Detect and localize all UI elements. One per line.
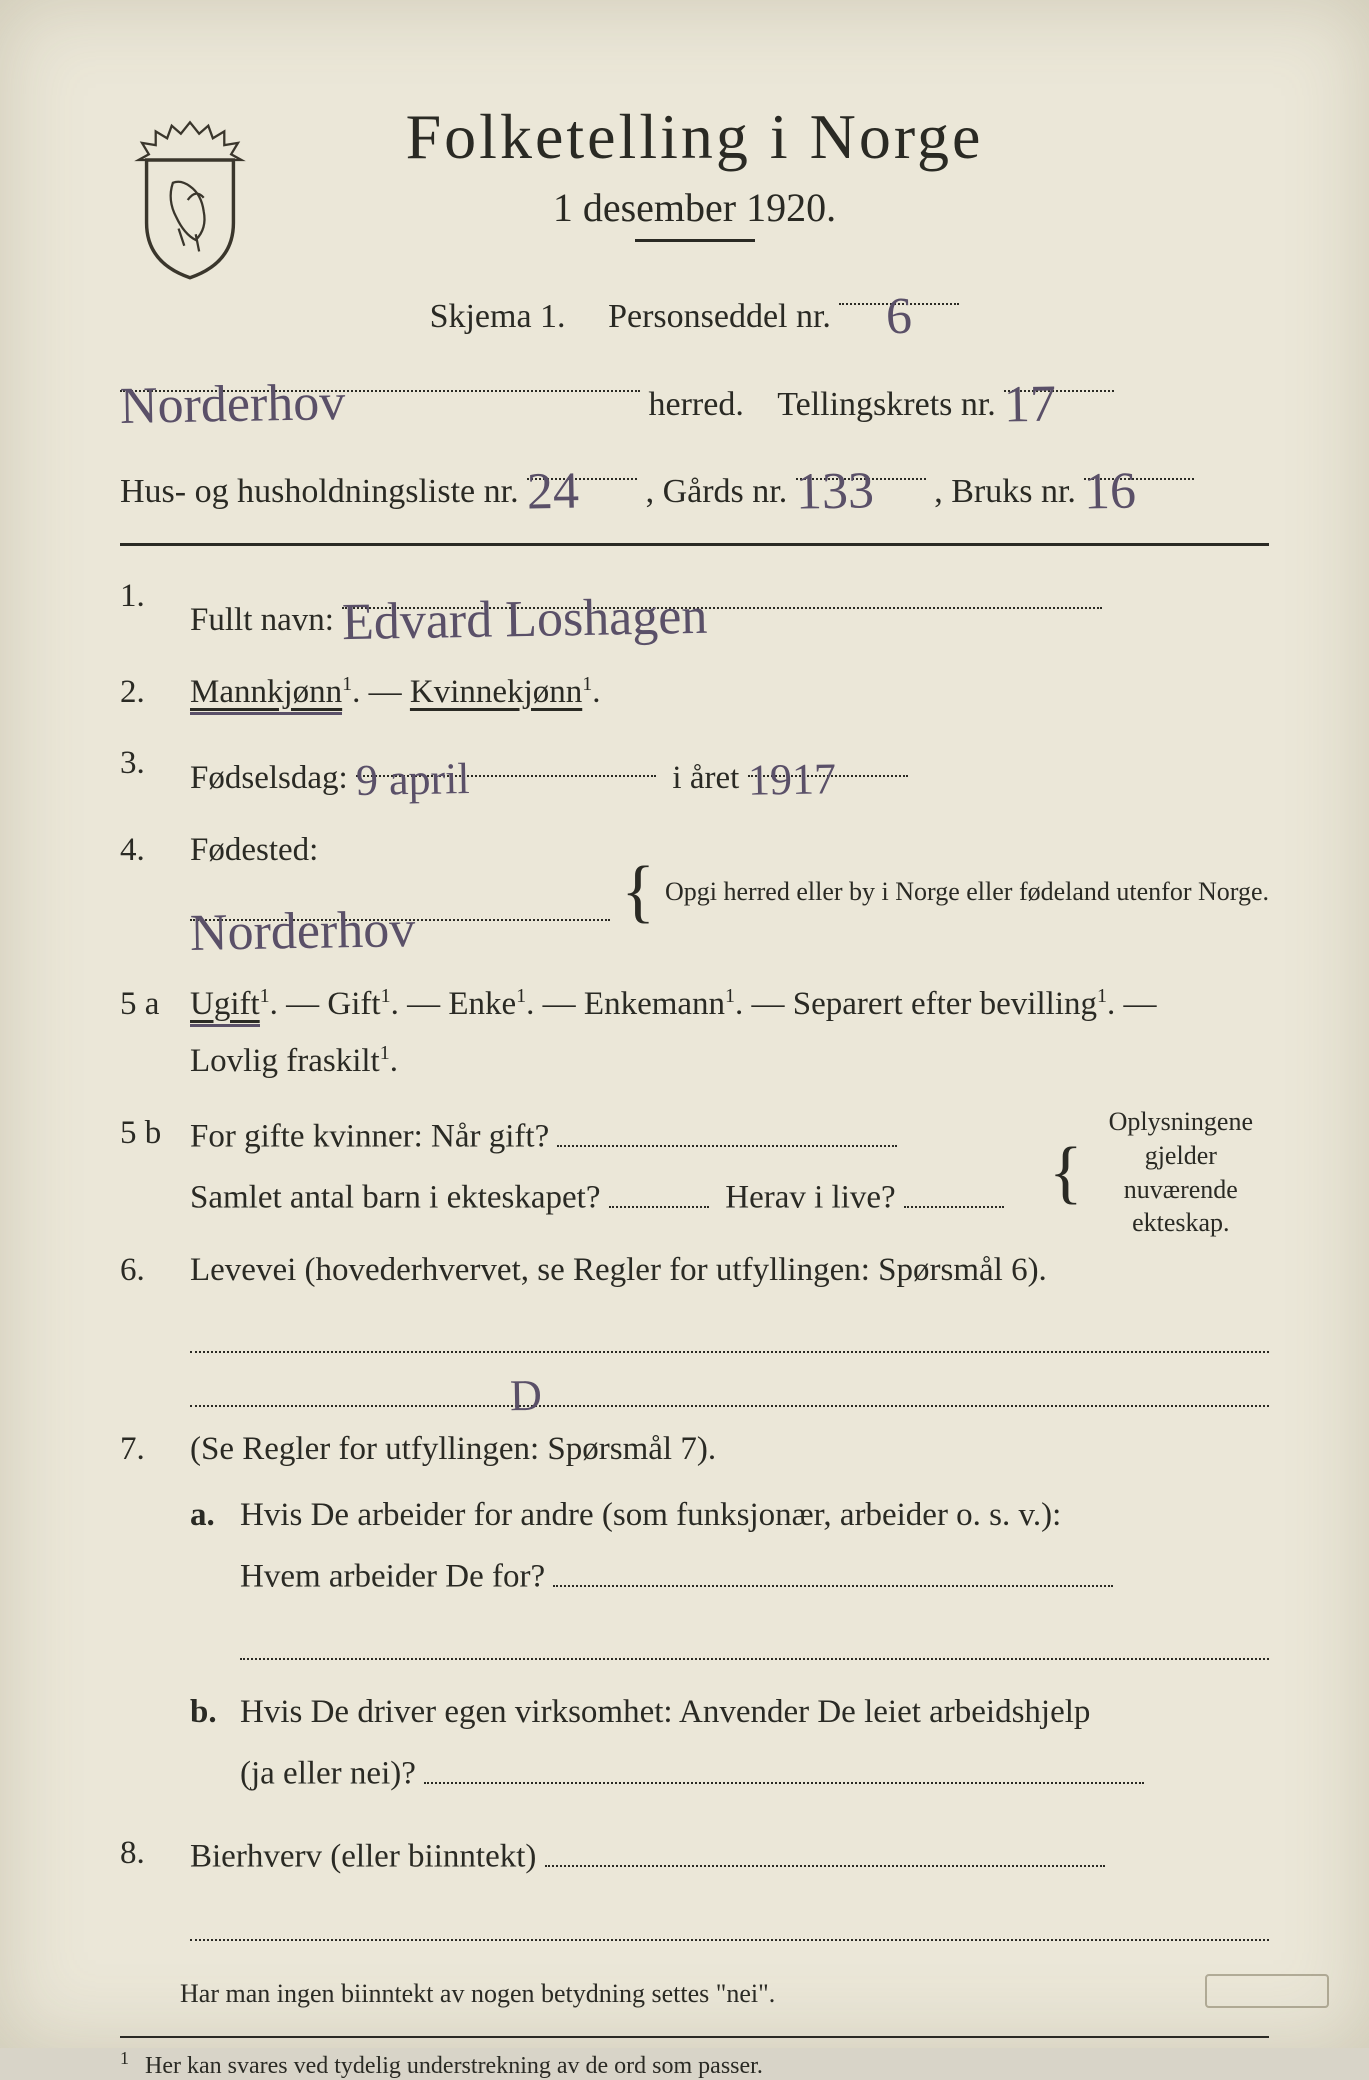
- q5a-lovlig: Lovlig fraskilt: [190, 1043, 380, 1079]
- bruks-nr: 16: [1084, 443, 1138, 543]
- row-herred: Norderhov herred. Tellingskrets nr. 17: [120, 350, 1269, 438]
- q3-year: 1917: [747, 741, 836, 820]
- q7b-text2: (ja eller nei)?: [240, 1756, 416, 1792]
- q2-kvinne: Kvinnekjønn: [410, 674, 582, 710]
- question-list: 1. Fullt navn: Edvard Loshagen 2. Mannkj…: [120, 568, 1269, 2016]
- q5b-line1a: For gifte kvinner: Når gift?: [190, 1119, 549, 1155]
- q1-value: Edvard Loshagen: [341, 571, 708, 668]
- q2: 2. Mannkjønn1. — Kvinnekjønn1.: [120, 664, 1269, 722]
- q5a: 5 a Ugift1. — Gift1. — Enke1. — Enkemann…: [120, 976, 1269, 1092]
- note-8: Har man ingen biinntekt av nogen betydni…: [120, 1971, 1269, 2017]
- q1-num: 1.: [120, 568, 190, 650]
- q6-num: 6.: [120, 1242, 190, 1408]
- header: Folketelling i Norge 1 desember 1920.: [120, 100, 1269, 242]
- q4: 4. Fødested: Norderhov { Opgi herred ell…: [120, 822, 1269, 962]
- q7-num: 7.: [120, 1421, 190, 1811]
- brace-icon: {: [1049, 1145, 1083, 1201]
- divider: [635, 239, 755, 242]
- q8: 8. Bierhverv (eller biinntekt): [120, 1825, 1269, 1940]
- q6-label: Levevei (hovederhvervet, se Regler for u…: [190, 1252, 1047, 1288]
- coat-of-arms-icon: [130, 120, 250, 280]
- q7-label: (Se Regler for utfyllingen: Spørsmål 7).: [190, 1431, 716, 1467]
- q4-label: Fødested:: [190, 832, 318, 868]
- husliste-label: Hus- og husholdningsliste nr.: [120, 473, 519, 510]
- q4-num: 4.: [120, 822, 190, 962]
- skjema-label: Skjema 1.: [430, 298, 566, 335]
- q1-label: Fullt navn:: [190, 602, 334, 638]
- gards-label: , Gårds nr.: [646, 473, 788, 510]
- rule: [120, 543, 1269, 546]
- husliste-nr: 24: [526, 443, 580, 543]
- q3-label: Fødselsdag:: [190, 760, 348, 796]
- q2-num: 2.: [120, 664, 190, 722]
- q5a-enke: Enke: [448, 986, 516, 1022]
- q5b-note: { Oplysningene gjelder nuværende ekteska…: [1049, 1105, 1269, 1240]
- q7a-text1: Hvis De arbeider for andre (som funksjon…: [240, 1497, 1061, 1533]
- footnote: 1 Her kan svares ved tydelig understrekn…: [120, 2048, 1269, 2080]
- q6-line1: [190, 1317, 1269, 1353]
- q1: 1. Fullt navn: Edvard Loshagen: [120, 568, 1269, 650]
- q5a-enkemann: Enkemann: [584, 986, 725, 1022]
- q4-note-text: Opgi herred eller by i Norge eller fødel…: [665, 875, 1269, 909]
- q5b-note-text: Oplysningene gjelder nuværende ekteskap.: [1093, 1105, 1269, 1240]
- row-husliste: Hus- og husholdningsliste nr. 24 , Gårds…: [120, 437, 1269, 525]
- q5a-num: 5 a: [120, 976, 190, 1092]
- q7b: b. Hvis De driver egen virksomhet: Anven…: [190, 1684, 1269, 1803]
- q5b: 5 b For gifte kvinner: Når gift? Samlet …: [120, 1105, 1269, 1228]
- q7a-text2: Hvem arbeider De for?: [240, 1559, 545, 1595]
- bruks-label: , Bruks nr.: [934, 473, 1076, 510]
- q5b-line2b: Herav i live?: [725, 1180, 895, 1216]
- q7: 7. (Se Regler for utfyllingen: Spørsmål …: [120, 1421, 1269, 1811]
- q3-iaret: i året: [672, 760, 739, 796]
- gards-nr: 133: [795, 443, 875, 543]
- tellingskrets-label: Tellingskrets nr.: [777, 386, 996, 423]
- q3-day: 9 april: [355, 740, 470, 819]
- q7a: a. Hvis De arbeider for andre (som funks…: [190, 1487, 1269, 1660]
- q7b-letter: b.: [190, 1684, 240, 1803]
- q3: 3. Fødselsdag: 9 april i året 1917: [120, 735, 1269, 808]
- q5a-ugift: Ugift: [190, 986, 260, 1027]
- q7a-line: [240, 1624, 1269, 1660]
- q6-value: D: [509, 1357, 542, 1435]
- document-title: Folketelling i Norge: [120, 100, 1269, 174]
- row-skjema: Skjema 1. Personseddel nr. 6: [120, 262, 1269, 350]
- q2-mann: Mannkjønn: [190, 674, 342, 715]
- brace-icon: {: [621, 864, 655, 920]
- q7a-letter: a.: [190, 1487, 240, 1660]
- q4-value: Norderhov: [189, 884, 416, 979]
- footnote-text: Her kan svares ved tydelig understreknin…: [145, 2053, 763, 2079]
- q6-line2: D: [190, 1371, 1269, 1407]
- stamp-icon: [1205, 1974, 1329, 2008]
- footnote-rule: [120, 2036, 1269, 2038]
- q8-num: 8.: [120, 1825, 190, 1940]
- q7b-text1: Hvis De driver egen virksomhet: Anvender…: [240, 1694, 1090, 1730]
- q4-note: { Opgi herred eller by i Norge eller fød…: [621, 864, 1269, 920]
- document-subtitle: 1 desember 1920.: [120, 184, 1269, 231]
- q5a-separert: Separert efter bevilling: [793, 986, 1097, 1022]
- q3-num: 3.: [120, 735, 190, 808]
- footnote-marker: 1: [120, 2048, 129, 2068]
- q5b-line2a: Samlet antal barn i ekteskapet?: [190, 1180, 601, 1216]
- q6: 6. Levevei (hovederhvervet, se Regler fo…: [120, 1242, 1269, 1408]
- q8-label: Bierhverv (eller biinntekt): [190, 1839, 536, 1875]
- q8-line: [190, 1905, 1269, 1941]
- herred-label: herred.: [649, 386, 744, 423]
- q5b-num: 5 b: [120, 1105, 190, 1228]
- q5a-gift: Gift: [327, 986, 380, 1022]
- document-page: Folketelling i Norge 1 desember 1920. Sk…: [0, 0, 1369, 2048]
- personseddel-label: Personseddel nr.: [608, 298, 831, 335]
